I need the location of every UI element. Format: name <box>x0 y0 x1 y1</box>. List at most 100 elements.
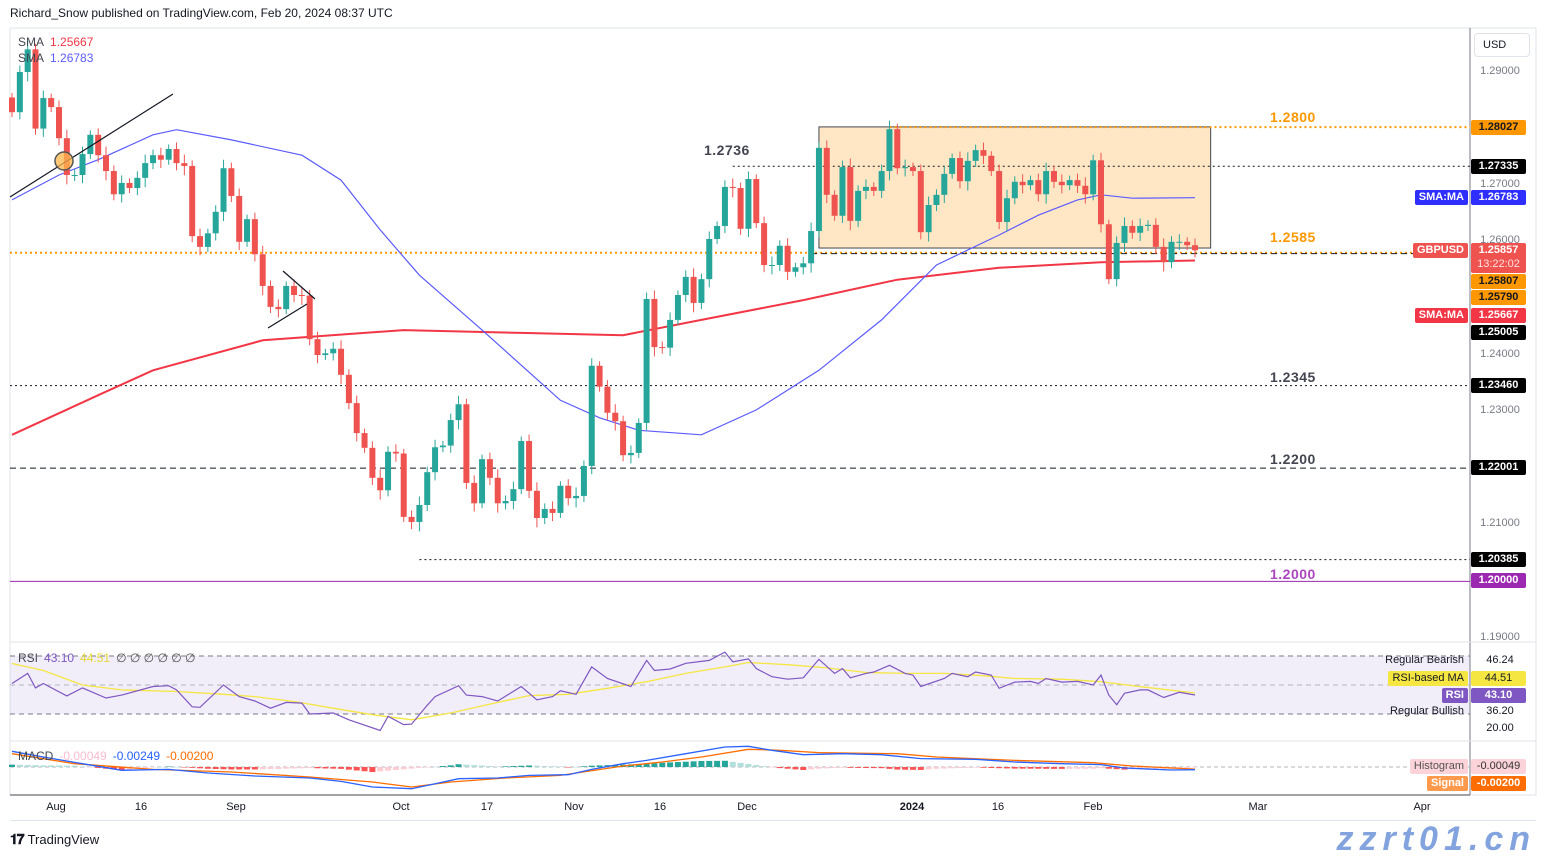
candle-body <box>40 98 47 129</box>
candle-body <box>604 386 611 413</box>
macd-histogram-bar <box>439 766 446 767</box>
macd-histogram-bar <box>988 767 995 768</box>
pennant-lower-line[interactable] <box>267 303 308 329</box>
candle-body <box>706 238 713 280</box>
time-tick: 16 <box>134 801 148 813</box>
macd-histogram-bar <box>455 764 462 767</box>
macd-histogram-bar <box>902 767 909 770</box>
price-tag: 1.20000 <box>1471 573 1526 588</box>
candle-body <box>126 182 133 189</box>
candle <box>338 340 345 385</box>
candle <box>71 169 78 182</box>
candle-body <box>1050 171 1057 182</box>
candle-body <box>369 447 376 478</box>
tradingview-logo[interactable]: 𝟏𝟕 TradingView <box>10 831 99 848</box>
candle <box>831 190 838 221</box>
time-tick: Dec <box>737 801 757 813</box>
candle-body <box>949 158 956 174</box>
candle-body <box>925 205 932 233</box>
candle <box>322 348 329 360</box>
candle-body <box>173 148 180 164</box>
macd-histogram-bar <box>674 762 681 767</box>
candle-body <box>291 285 298 296</box>
candle-body <box>447 420 454 446</box>
candle-body <box>870 186 877 191</box>
candle <box>667 312 674 356</box>
candle-body <box>345 374 352 404</box>
horizontal-levels[interactable] <box>10 126 1470 582</box>
candle-body <box>471 482 478 504</box>
candle-body <box>283 285 290 310</box>
candle <box>855 185 862 227</box>
candle <box>424 466 431 512</box>
macd-histogram-bar <box>823 767 830 769</box>
macd-histogram-bar <box>651 763 658 767</box>
candle <box>886 120 893 181</box>
candle-body <box>1121 225 1128 243</box>
candle <box>526 434 533 498</box>
candle-body <box>1074 180 1081 186</box>
candle <box>494 469 501 513</box>
macd-histogram-bar <box>784 767 791 769</box>
macd-histogram-bar <box>862 767 869 769</box>
tradingview-brand: TradingView <box>27 832 100 847</box>
candle <box>306 290 313 346</box>
macd-histogram-bar <box>353 767 360 771</box>
candle <box>118 175 125 203</box>
candle <box>651 290 658 357</box>
candle <box>126 178 133 194</box>
candle <box>150 149 157 170</box>
candle <box>463 398 470 489</box>
candle <box>369 441 376 485</box>
candle-body <box>361 433 368 448</box>
candle-body <box>479 459 486 504</box>
break-marker-circle[interactable] <box>54 151 74 171</box>
macd-histogram-bar <box>753 765 760 767</box>
candle <box>925 196 932 242</box>
drawings[interactable] <box>9 93 316 329</box>
candle <box>157 147 164 168</box>
candle-body <box>557 485 564 513</box>
candle-body <box>181 163 188 166</box>
time-axis-bottom <box>10 820 1536 821</box>
symbol-label: GBPUSD <box>1412 243 1468 258</box>
candle <box>486 452 493 485</box>
candle <box>784 238 791 281</box>
macd-histogram-bar <box>1066 767 1073 769</box>
currency-button[interactable]: USD <box>1474 33 1530 57</box>
candle <box>909 162 916 177</box>
candle-body <box>682 276 689 296</box>
price-tag: 1.25790 <box>1471 290 1526 305</box>
candle <box>768 256 775 275</box>
candle-body <box>565 485 572 499</box>
candle-body <box>150 155 157 164</box>
publish-info: Richard_Snow published on TradingView.co… <box>10 6 393 20</box>
macd-histogram-bar <box>377 767 384 772</box>
candle <box>165 144 172 165</box>
candle-body <box>894 129 901 169</box>
macd-histogram-bar <box>729 761 736 767</box>
macd-histogram-bar <box>118 767 125 771</box>
trendline[interactable] <box>9 93 174 198</box>
macd-histogram-bar <box>776 767 783 769</box>
candle-body <box>815 147 822 232</box>
macd-histogram-bar <box>400 767 407 770</box>
macd-histogram-bar <box>706 760 713 767</box>
macd-histogram-bar <box>165 766 172 767</box>
candle-body <box>118 182 125 195</box>
candle <box>1168 236 1175 269</box>
pennant-upper-line[interactable] <box>282 270 316 300</box>
macd-histogram-label: Histogram <box>1409 759 1468 774</box>
candle <box>103 146 110 181</box>
candle <box>1035 173 1042 202</box>
macd-histogram-bar <box>972 767 979 768</box>
candle-body <box>424 472 431 505</box>
candle <box>416 496 423 532</box>
rsi-bullish-label: Regular Bullish <box>1390 705 1464 717</box>
macd-histogram-bar <box>643 763 650 767</box>
macd-histogram-bar <box>580 766 587 767</box>
time-tick: 2024 <box>899 801 925 813</box>
candle <box>16 65 23 120</box>
macd-histogram-bar <box>737 762 744 767</box>
